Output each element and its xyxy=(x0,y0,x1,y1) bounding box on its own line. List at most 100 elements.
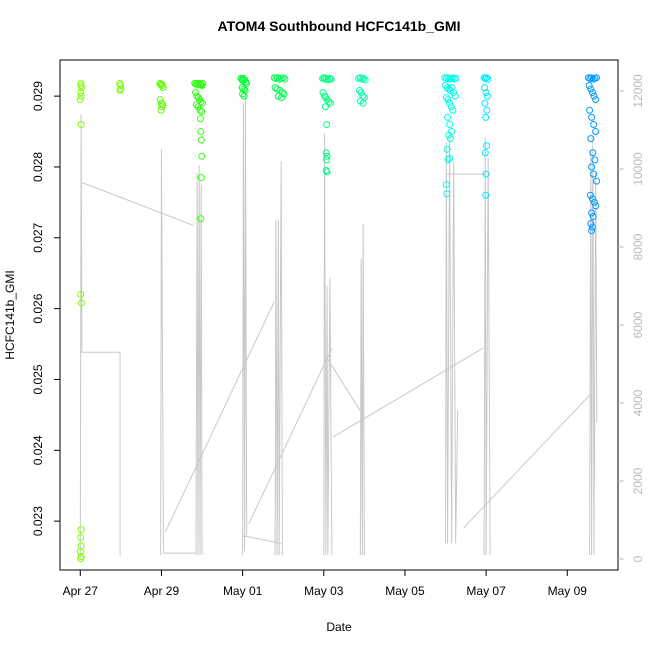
data-point xyxy=(77,290,85,298)
data-point xyxy=(77,555,85,563)
data-point xyxy=(325,98,333,106)
data-point xyxy=(444,96,452,104)
data-point xyxy=(323,156,331,164)
data-point xyxy=(447,103,455,111)
y-tick-label: 0.025 xyxy=(31,364,45,394)
data-point xyxy=(588,163,596,171)
data-point xyxy=(279,74,287,82)
data-point xyxy=(77,533,85,541)
data-point xyxy=(197,128,205,136)
data-point xyxy=(446,99,454,107)
data-point xyxy=(278,94,286,102)
data-point xyxy=(321,103,329,111)
y2-tick-label: 0 xyxy=(631,555,645,562)
plot-frame xyxy=(59,59,619,571)
data-point xyxy=(450,89,458,97)
data-point xyxy=(157,80,165,88)
data-point xyxy=(326,74,334,82)
data-point xyxy=(359,99,367,107)
data-point xyxy=(483,74,491,82)
data-point xyxy=(451,92,459,100)
data-point xyxy=(592,74,600,82)
data-point xyxy=(116,86,124,94)
y2-tick-label: 8000 xyxy=(631,233,645,260)
plot-area xyxy=(76,74,600,563)
data-point xyxy=(442,94,450,102)
data-point xyxy=(322,167,330,174)
y-tick-label: 0.028 xyxy=(31,152,45,182)
data-point xyxy=(590,92,598,100)
x-tick-label: May 03 xyxy=(304,584,344,598)
data-point xyxy=(589,149,597,157)
y2-tick-label: 10000 xyxy=(631,152,645,186)
data-point xyxy=(481,99,489,107)
data-point xyxy=(158,103,166,111)
data-point xyxy=(324,76,332,84)
data-point xyxy=(78,84,86,92)
x-tick-label: May 09 xyxy=(548,584,588,598)
data-point xyxy=(355,86,363,94)
data-point xyxy=(446,154,454,162)
data-point xyxy=(196,115,204,123)
data-point xyxy=(585,82,593,89)
data-point xyxy=(587,85,595,93)
data-point xyxy=(77,120,85,128)
chart-title: ATOM4 Southbound HCFC141b_GMI xyxy=(218,18,461,34)
data-point xyxy=(323,120,331,128)
data-point xyxy=(194,103,202,111)
y-tick-label: 0.024 xyxy=(31,435,45,465)
data-point xyxy=(587,135,595,143)
altitude-line xyxy=(79,94,598,560)
data-point xyxy=(322,74,330,82)
data-point xyxy=(480,74,488,82)
y2-tick-label: 2000 xyxy=(631,467,645,494)
data-point xyxy=(483,142,491,150)
data-point xyxy=(77,89,85,97)
y-tick-label: 0.029 xyxy=(31,81,45,111)
data-point xyxy=(444,156,452,164)
data-point xyxy=(586,106,594,114)
data-point xyxy=(361,76,369,84)
data-point xyxy=(322,149,330,157)
data-point xyxy=(77,92,85,100)
data-point xyxy=(76,96,84,104)
data-point xyxy=(484,75,492,83)
data-point xyxy=(589,213,597,221)
y-tick-label: 0.023 xyxy=(31,506,45,536)
data-point xyxy=(239,74,247,82)
data-point xyxy=(281,75,289,83)
y-tick-label: 0.027 xyxy=(31,222,45,252)
data-point xyxy=(482,113,490,121)
data-point xyxy=(197,174,205,182)
data-point xyxy=(588,223,596,231)
data-point xyxy=(197,81,205,89)
data-point xyxy=(588,227,596,235)
data-point xyxy=(483,92,491,100)
data-point xyxy=(278,89,286,97)
x-axis-label: Date xyxy=(326,620,352,634)
data-point xyxy=(357,89,365,97)
data-point xyxy=(327,75,335,83)
data-point xyxy=(592,96,600,104)
data-point xyxy=(443,145,451,153)
data-point xyxy=(116,82,124,89)
y2-tick-label: 6000 xyxy=(631,311,645,338)
data-point xyxy=(157,106,165,114)
data-point xyxy=(588,209,596,217)
data-point xyxy=(274,92,282,100)
data-point xyxy=(482,89,490,97)
y-tick-label: 0.026 xyxy=(31,293,45,323)
y2-tick-label: 12000 xyxy=(631,74,645,108)
x-tick-label: May 07 xyxy=(466,584,506,598)
data-point xyxy=(192,101,200,109)
y2-tick-label: 4000 xyxy=(631,389,645,416)
data-point xyxy=(78,299,86,307)
data-point xyxy=(326,99,334,107)
data-point xyxy=(483,106,491,114)
data-point xyxy=(586,191,594,199)
data-point xyxy=(445,85,453,93)
data-point xyxy=(240,85,248,93)
x-tick-label: May 05 xyxy=(385,584,425,598)
data-point xyxy=(592,128,600,136)
